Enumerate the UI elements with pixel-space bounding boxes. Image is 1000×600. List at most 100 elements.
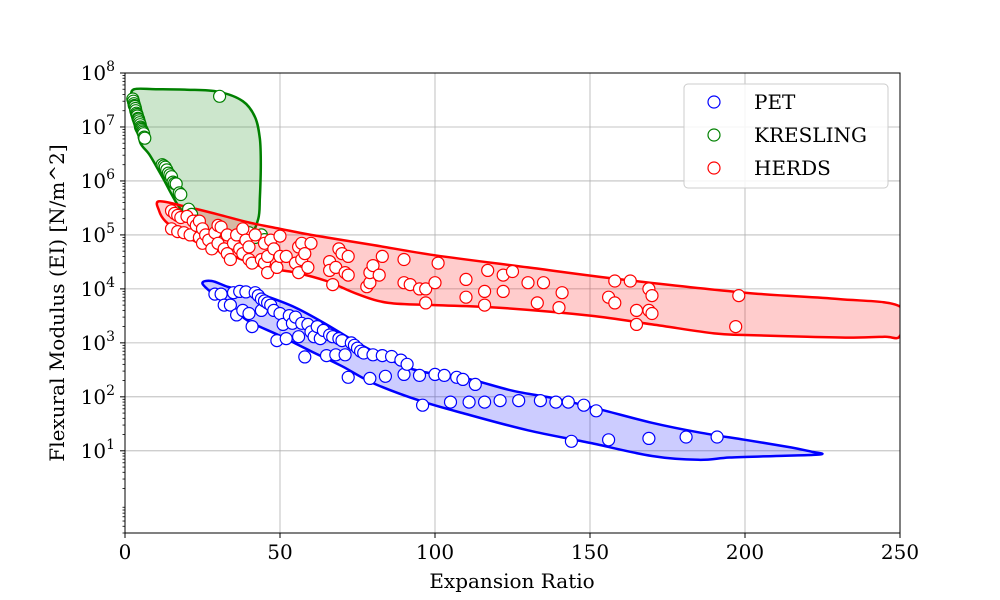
point-pet xyxy=(561,395,575,409)
point-herds xyxy=(372,268,386,282)
point-herds xyxy=(223,252,237,267)
point-pet xyxy=(493,394,507,408)
y-tick-label: 108 xyxy=(81,59,115,85)
y-axis: 101 102 103 104 105 106 107 108 xyxy=(81,59,125,534)
point-pet xyxy=(679,430,693,444)
y-tick-label: 106 xyxy=(81,167,115,193)
point-herds xyxy=(248,228,262,242)
plot-frame xyxy=(124,72,901,534)
legend-marker-pet xyxy=(707,95,721,109)
y-tick-label: 103 xyxy=(81,329,115,355)
legend-label-herds: HERDS xyxy=(754,156,831,180)
point-herds xyxy=(505,264,520,279)
point-pet xyxy=(279,332,293,346)
x-tick-label: 200 xyxy=(726,540,764,564)
y-tick-label: 104 xyxy=(81,275,115,301)
point-herds xyxy=(419,282,433,296)
envelope-kresling xyxy=(129,87,263,243)
point-herds xyxy=(304,236,318,250)
point-pet xyxy=(549,395,563,409)
point-kresling xyxy=(138,131,152,145)
point-herds xyxy=(431,256,445,270)
point-herds xyxy=(236,222,250,236)
legend-box xyxy=(683,83,889,189)
point-pet xyxy=(478,395,492,409)
point-herds xyxy=(552,301,566,315)
legend-marker-herds xyxy=(707,161,721,175)
point-pet xyxy=(245,320,259,334)
point-pet xyxy=(214,287,228,301)
point-pet xyxy=(223,298,237,312)
point-herds xyxy=(326,278,340,292)
point-herds xyxy=(301,260,315,274)
point-herds xyxy=(459,290,473,304)
point-herds xyxy=(729,320,743,334)
point-pet xyxy=(437,368,451,382)
point-herds xyxy=(242,240,256,254)
point-herds xyxy=(608,296,622,310)
point-herds xyxy=(608,274,622,288)
y-axis-label: Flexural Modulus (EI) [N/m^2] xyxy=(45,144,69,461)
legend: PET KRESLING HERDS xyxy=(683,83,889,189)
point-pet xyxy=(242,306,256,321)
point-herds xyxy=(375,249,389,263)
point-pet xyxy=(378,369,392,383)
point-pet xyxy=(462,395,476,409)
point-pet xyxy=(400,357,414,371)
point-herds xyxy=(341,268,355,282)
point-pet xyxy=(468,377,482,391)
point-pet xyxy=(642,431,656,445)
point-herds xyxy=(270,260,284,274)
point-herds xyxy=(521,276,535,290)
x-tick-label: 100 xyxy=(416,540,454,564)
point-herds xyxy=(645,289,659,303)
series-points xyxy=(126,89,746,448)
x-tick-label: 250 xyxy=(881,540,919,564)
point-pet xyxy=(298,350,312,364)
y-tick-label: 101 xyxy=(81,437,115,463)
point-pet xyxy=(363,371,377,385)
point-herds xyxy=(555,286,569,300)
point-herds xyxy=(496,284,510,298)
point-herds xyxy=(478,298,492,312)
point-pet xyxy=(292,330,306,344)
point-herds xyxy=(481,263,495,277)
point-herds xyxy=(419,296,433,310)
point-pet xyxy=(456,372,470,386)
point-pet xyxy=(443,395,458,409)
x-axis: 0 50 100 150 200 250 xyxy=(119,533,919,564)
point-pet xyxy=(577,398,591,412)
point-herds xyxy=(478,284,492,298)
y-tick-label: 107 xyxy=(81,113,115,139)
y-tick-label: 105 xyxy=(81,221,115,247)
point-herds xyxy=(536,276,551,290)
point-herds xyxy=(366,259,380,273)
point-herds xyxy=(273,229,287,243)
point-herds xyxy=(629,317,644,331)
point-pet xyxy=(564,434,579,448)
point-herds xyxy=(298,247,312,261)
legend-label-pet: PET xyxy=(754,90,796,114)
point-herds xyxy=(397,252,411,267)
point-pet xyxy=(412,368,427,382)
point-pet xyxy=(341,370,355,384)
point-herds xyxy=(530,296,544,310)
legend-label-kresling: KRESLING xyxy=(754,123,867,147)
point-pet xyxy=(601,433,616,447)
x-tick-label: 0 xyxy=(119,540,132,564)
point-pet xyxy=(338,348,352,362)
point-herds xyxy=(279,249,293,263)
x-axis-label: Expansion Ratio xyxy=(429,569,594,593)
point-kresling xyxy=(213,89,227,103)
point-herds xyxy=(341,249,355,263)
point-herds xyxy=(645,306,659,321)
point-pet xyxy=(416,398,430,412)
y-tick-label: 102 xyxy=(81,383,115,409)
x-tick-label: 50 xyxy=(267,540,292,564)
point-herds xyxy=(629,303,644,317)
point-herds xyxy=(428,276,442,290)
point-pet xyxy=(710,430,724,444)
point-herds xyxy=(732,289,746,303)
point-kresling xyxy=(174,187,188,202)
